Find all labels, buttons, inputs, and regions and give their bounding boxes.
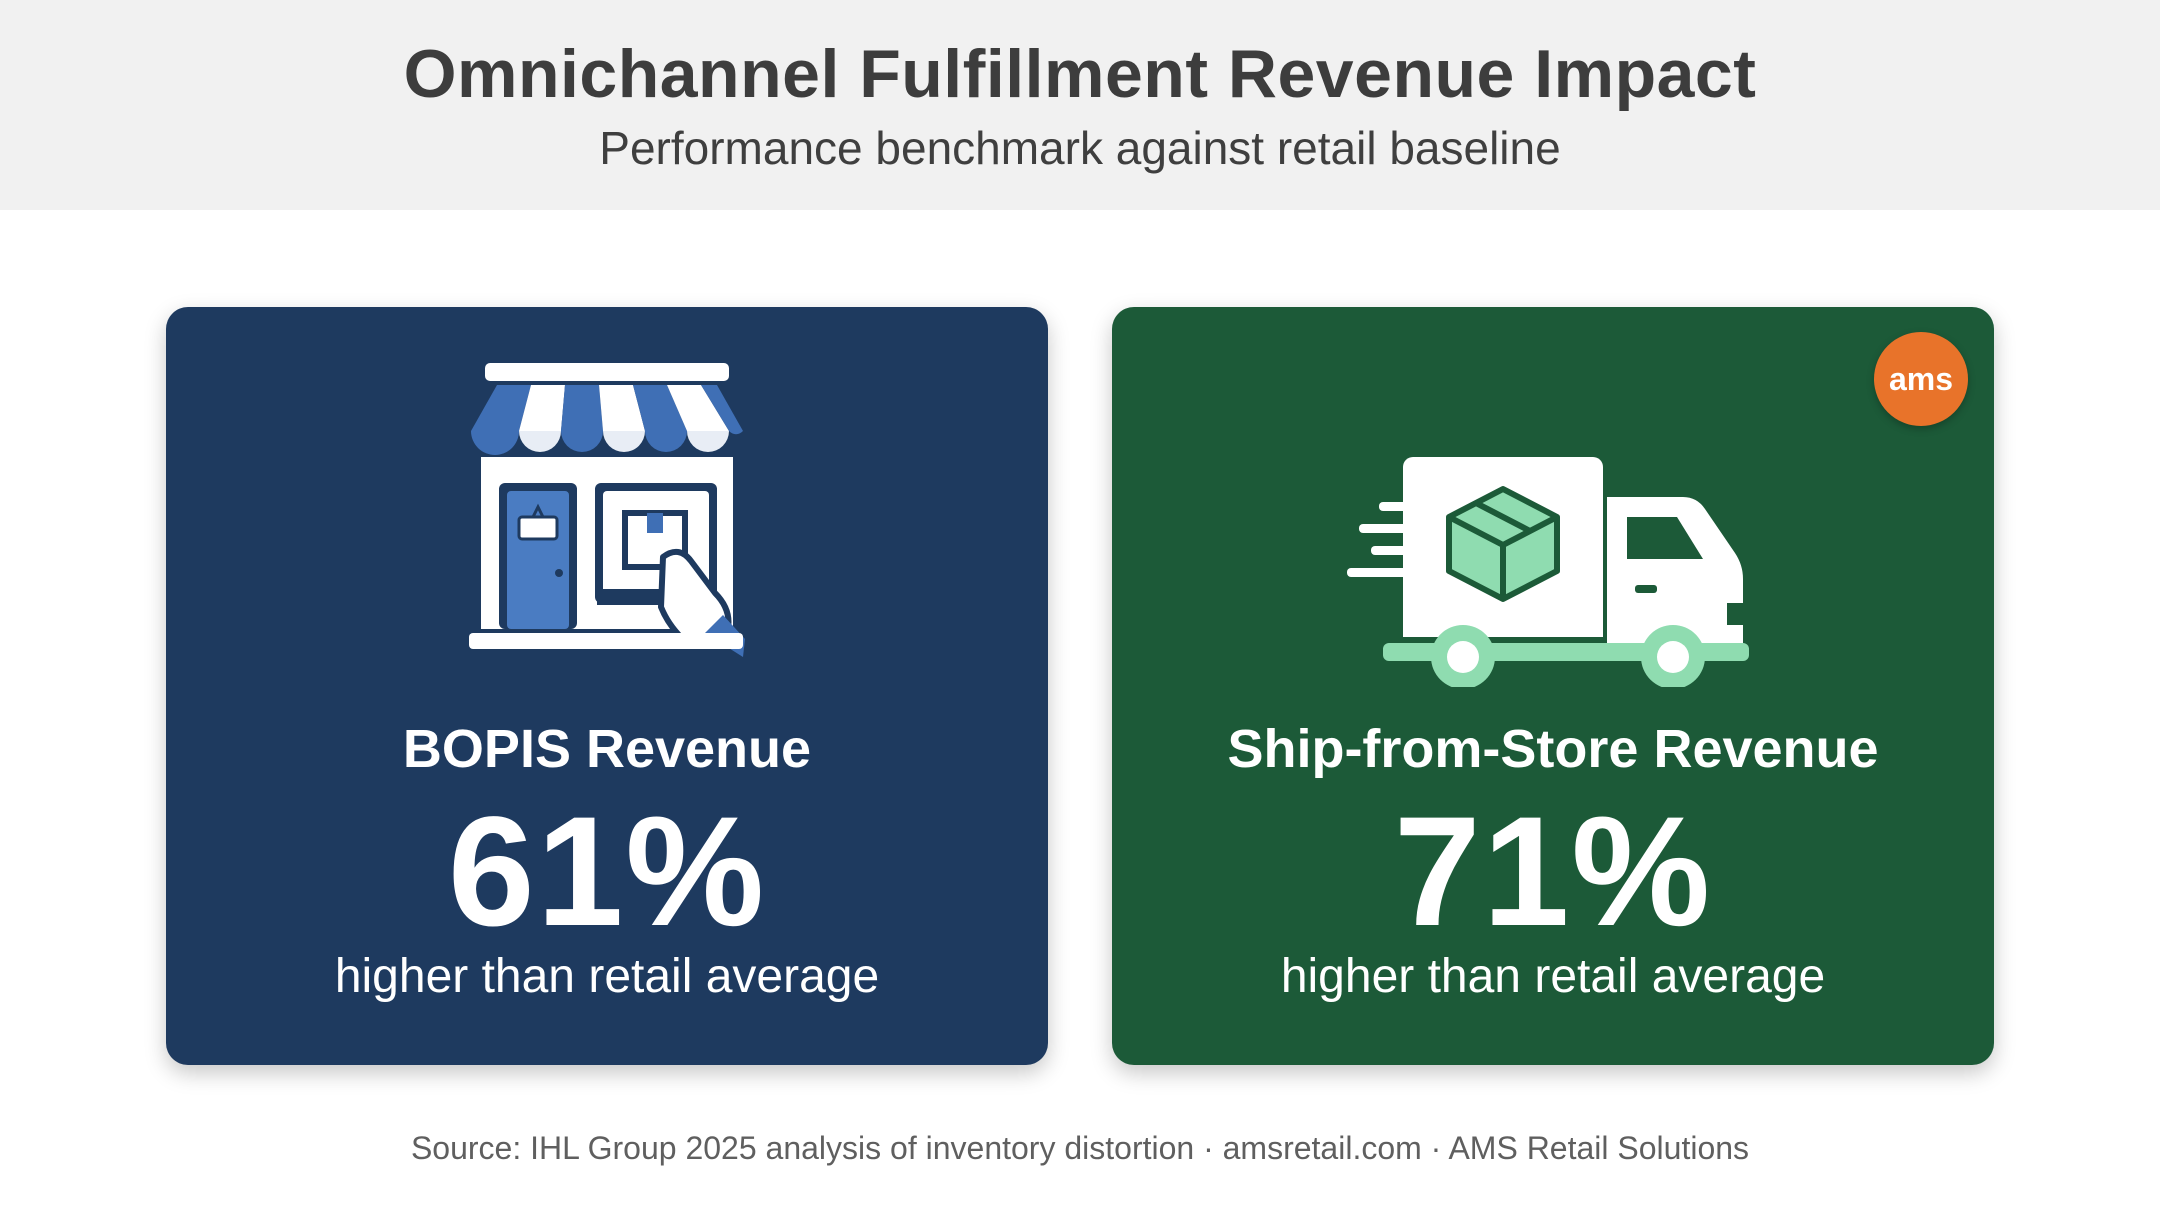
ams-logo-badge: ams: [1874, 332, 1968, 426]
delivery-truck-icon: [1112, 357, 1994, 687]
source-footnote: Source: IHL Group 2025 analysis of inven…: [410, 1130, 1750, 1166]
bopis-value: 61%: [447, 785, 767, 959]
header-band: Omnichannel Fulfillment Revenue Impact P…: [0, 0, 2160, 210]
bopis-label: BOPIS Revenue: [402, 719, 812, 779]
ship-from-store-label: Ship-from-Store Revenue: [1227, 719, 1879, 779]
page-subtitle: Performance benchmark against retail bas…: [599, 122, 1561, 174]
bopis-caption: higher than retail average: [334, 950, 880, 1003]
bopis-card: BOPIS Revenue 61% higher than retail ave…: [166, 307, 1048, 1065]
page-title: Omnichannel Fulfillment Revenue Impact: [403, 36, 1757, 112]
ship-from-store-value: 71%: [1393, 785, 1713, 959]
ship-from-store-card: ams Shi: [1112, 307, 1994, 1065]
ship-from-store-caption: higher than retail average: [1280, 950, 1826, 1003]
storefront-pickup-icon: [166, 357, 1048, 687]
